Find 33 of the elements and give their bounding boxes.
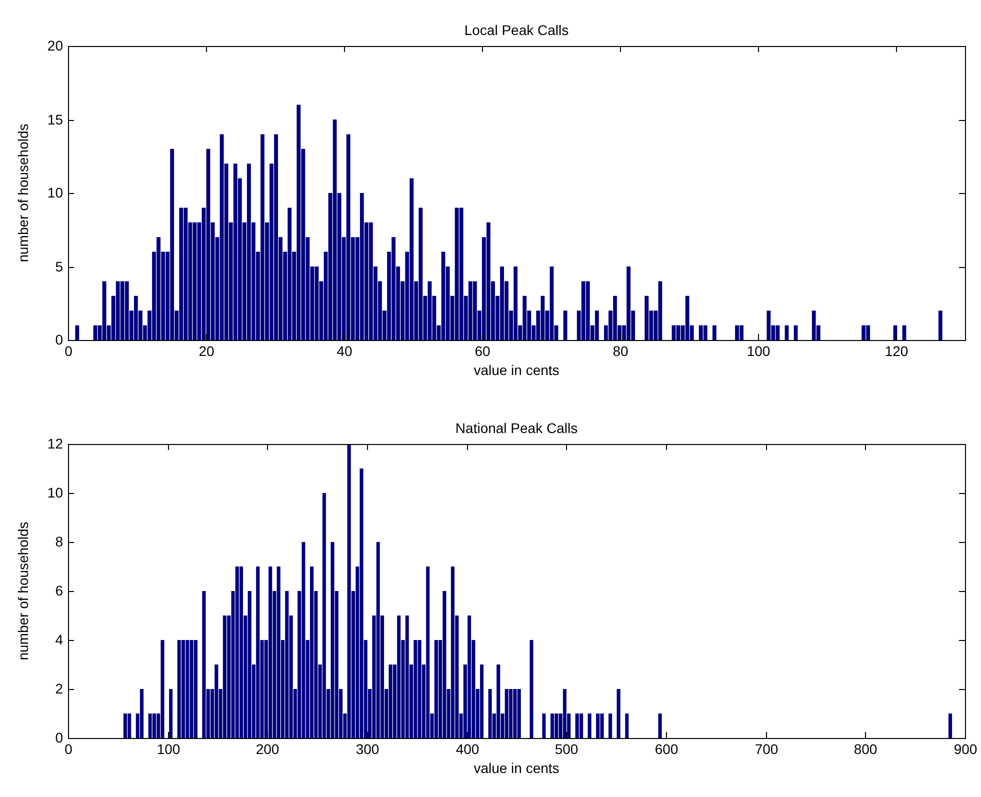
y-tick-label: 2	[55, 680, 64, 696]
x-tick-label: 120	[884, 342, 908, 359]
y-tick-label: 5	[55, 258, 64, 274]
y-tick-label: 15	[47, 111, 64, 128]
y-tick-label: 10	[47, 484, 64, 500]
y-tick-label: 6	[55, 582, 64, 598]
y-axis-title: number of households	[14, 124, 31, 262]
x-tick-label: 500	[554, 740, 578, 757]
x-tick-label: 800	[854, 740, 878, 757]
y-tick-label: 10	[47, 184, 64, 200]
x-tick-label: 900	[954, 740, 978, 757]
x-tick-label: 100	[156, 740, 180, 757]
x-tick-label: 400	[456, 740, 480, 757]
x-tick-label: 60	[474, 342, 490, 359]
y-tick-label: 8	[55, 533, 64, 550]
y-tick-label: 0	[55, 331, 64, 348]
x-tick-label: 40	[336, 342, 352, 359]
x-axis-title: value in cents	[474, 760, 560, 776]
chart-title: National Peak Calls	[455, 420, 578, 436]
y-tick-label: 12	[47, 435, 64, 452]
x-tick-label: 200	[256, 740, 280, 757]
x-tick-label: 600	[654, 740, 678, 757]
y-tick-label: 4	[55, 631, 64, 648]
x-tick-label: 20	[198, 342, 214, 359]
y-tick-label: 0	[55, 729, 64, 746]
chart-title: Local Peak Calls	[464, 22, 569, 38]
x-tick-label: 100	[746, 342, 770, 359]
y-axis-title: number of households	[14, 522, 31, 660]
x-tick-label: 300	[356, 740, 380, 757]
x-tick-label: 80	[612, 342, 628, 359]
x-tick-label: 700	[754, 740, 778, 757]
x-axis-title: value in cents	[474, 362, 560, 378]
y-tick-label: 20	[47, 37, 64, 54]
